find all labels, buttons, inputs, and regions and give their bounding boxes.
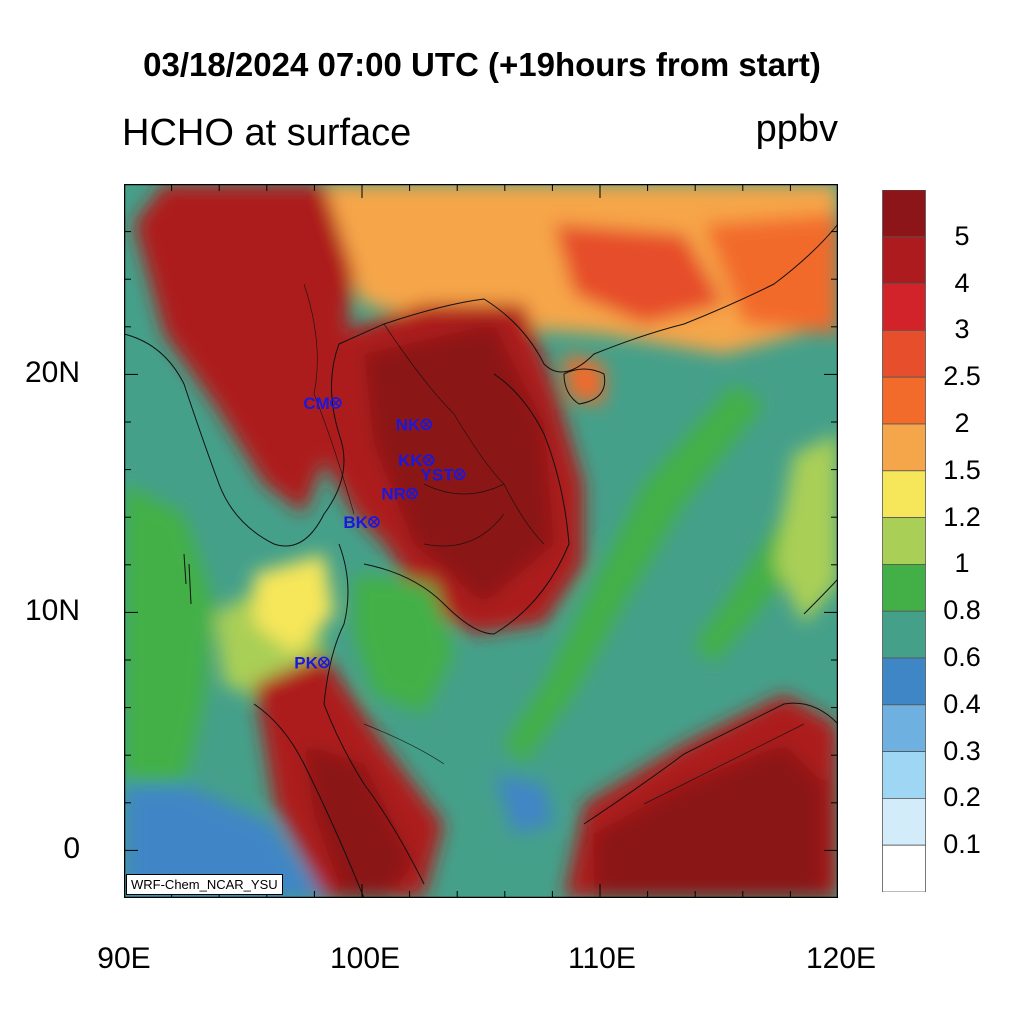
city-marker-kk: KK [398,451,435,470]
x-tick-label: 100E [330,942,401,975]
field-karimata-blue [494,774,554,834]
x-tick-label: 90E [97,942,151,975]
city-symbol-cross [424,456,433,465]
colorbar-label: 0.8 [943,595,981,626]
city-label: CM [303,394,329,413]
colorbar-label: 2 [954,408,970,438]
field-thai-coast-light [254,554,334,654]
city-label: BK [343,513,368,532]
colorbar-box [882,844,926,892]
colorbar-box [882,517,926,565]
colorbar-box [882,657,926,706]
colorbar-box [882,376,926,425]
field-hainan [564,354,604,404]
colorbar-label: 0.1 [943,829,981,860]
colorbar-box [882,470,926,518]
field-myanmar [134,184,354,514]
city-label: NK [396,415,421,434]
city-symbol [406,487,418,500]
city-symbol-cross [319,658,328,667]
city-symbol [453,468,466,481]
colorbar-label: 3 [954,314,970,345]
colorbar-box [882,329,926,378]
map-frame [124,184,838,898]
city-marker-nk: NK [396,415,433,434]
map-ticks [124,184,838,898]
city-symbol-cross [407,489,416,498]
field-china-east [704,214,838,334]
city-marker-pk: PK [294,653,330,672]
y-tick-label: 10N [24,594,80,628]
unit-label: ppbv [755,108,838,150]
field-philippines [774,434,838,624]
colorbar-label: 0.4 [943,688,981,719]
field-borneo-core [594,744,824,898]
colorbar-box [882,798,926,846]
city-marker-bk: BK [343,513,380,532]
country-borders [303,283,805,805]
y-tick-label: 20N [24,356,80,390]
colorbar-label: 1.5 [943,454,981,485]
x-tick-label: 120E [806,942,877,975]
colorbar-box [882,751,926,799]
city-symbol [318,656,330,669]
colorbar-box [882,190,926,238]
colorbar-box [882,563,926,612]
colorbar-label: 5 [954,220,970,251]
colorbar-label: 4 [954,267,970,298]
city-symbol [330,397,342,409]
colorbar-label: 0.6 [943,642,981,672]
city-label: YST [421,465,455,484]
variable-label: HCHO at surface [122,112,412,154]
colorbar-box [882,423,926,472]
city-marker-yst: YST [421,465,466,484]
city-symbol [368,516,380,528]
field-gulf-thailand [354,574,454,714]
colorbar-label: 1.2 [943,501,981,532]
city-marker-cm: CM [303,394,342,413]
field-indochina-core [364,324,554,604]
coastlines [124,223,838,898]
city-label: NR [381,484,406,503]
city-marker-nr: NR [381,484,418,503]
colorbar-box [882,704,926,752]
field-scs-band [504,384,764,764]
city-symbol [420,418,433,431]
city-symbol-cross [331,398,340,407]
model-credit: WRF-Chem_NCAR_YSU [126,874,283,895]
colorbar-label: 2.5 [943,361,981,392]
colorbar-box [882,236,926,284]
field-sumatra-core [304,744,414,898]
city-symbol-cross [369,517,378,526]
colorbar-label: 1 [954,548,970,579]
colorbar [882,190,926,892]
field-china-hotspot [554,224,724,324]
city-label: PK [294,653,318,672]
plot-title: 03/18/2024 07:00 UTC (+19hours from star… [143,46,821,83]
colorbar-box [882,610,926,659]
colorbar-box [882,283,926,331]
field-indian-ocean [124,784,324,898]
x-tick-label: 110E [568,942,636,975]
y-tick-label: 0 [63,832,80,866]
colorbar-label: 0.3 [943,735,981,766]
field-bay-of-bengal [124,484,214,804]
city-symbol [422,454,435,466]
colorbar-label: 0.2 [943,782,981,813]
city-symbol-cross [455,470,464,479]
city-label: KK [398,451,423,470]
city-symbol-cross [422,420,431,429]
